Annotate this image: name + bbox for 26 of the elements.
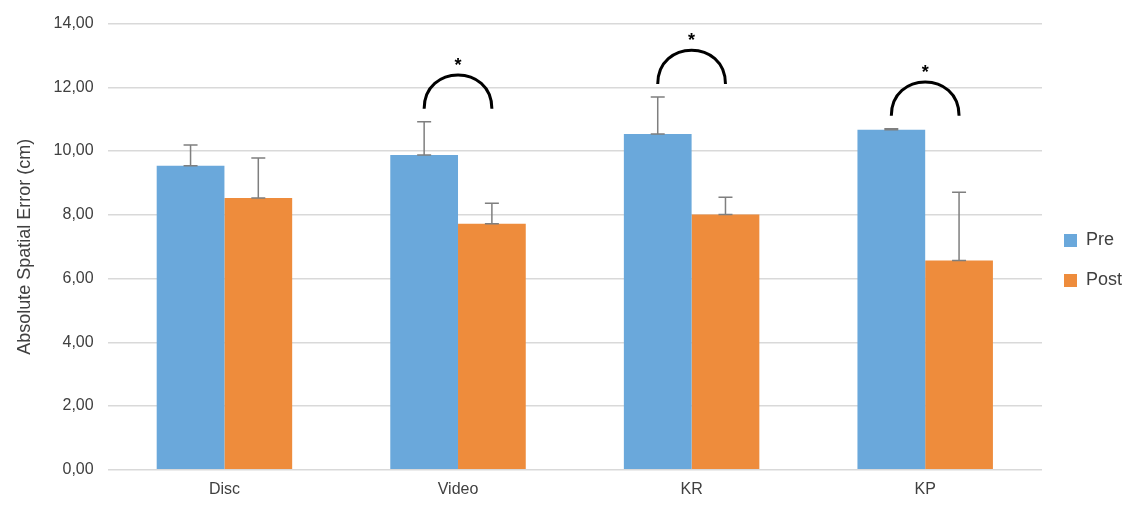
y-tick-label: 4,00 [62,332,94,350]
bar [857,129,926,470]
y-tick-label: 12,00 [53,77,94,95]
bar [156,165,225,470]
annotation: * [688,29,696,50]
x-tick-label: Disc [208,479,240,497]
annotation: * [921,61,929,82]
bar [390,154,459,470]
bar [925,260,993,470]
x-tick-label: Video [437,479,479,497]
y-tick-label: 8,00 [62,205,94,223]
y-tick-label: 6,00 [62,268,94,286]
bar [691,214,760,470]
y-axis-title: Absolute Spatial Error (cm) [13,138,34,355]
annotation: * [454,54,462,75]
y-tick-label: 14,00 [53,14,94,32]
x-tick-label: KR [680,479,703,497]
y-tick-label: 2,00 [62,396,94,414]
bar [623,133,692,470]
x-tick-label: KP [914,479,936,497]
bar [458,223,526,470]
legend-label: Post [1085,269,1123,290]
y-tick-label: 0,00 [62,460,94,478]
bar [224,197,293,470]
y-tick-label: 10,00 [53,141,94,159]
legend-label: Pre [1085,229,1114,250]
